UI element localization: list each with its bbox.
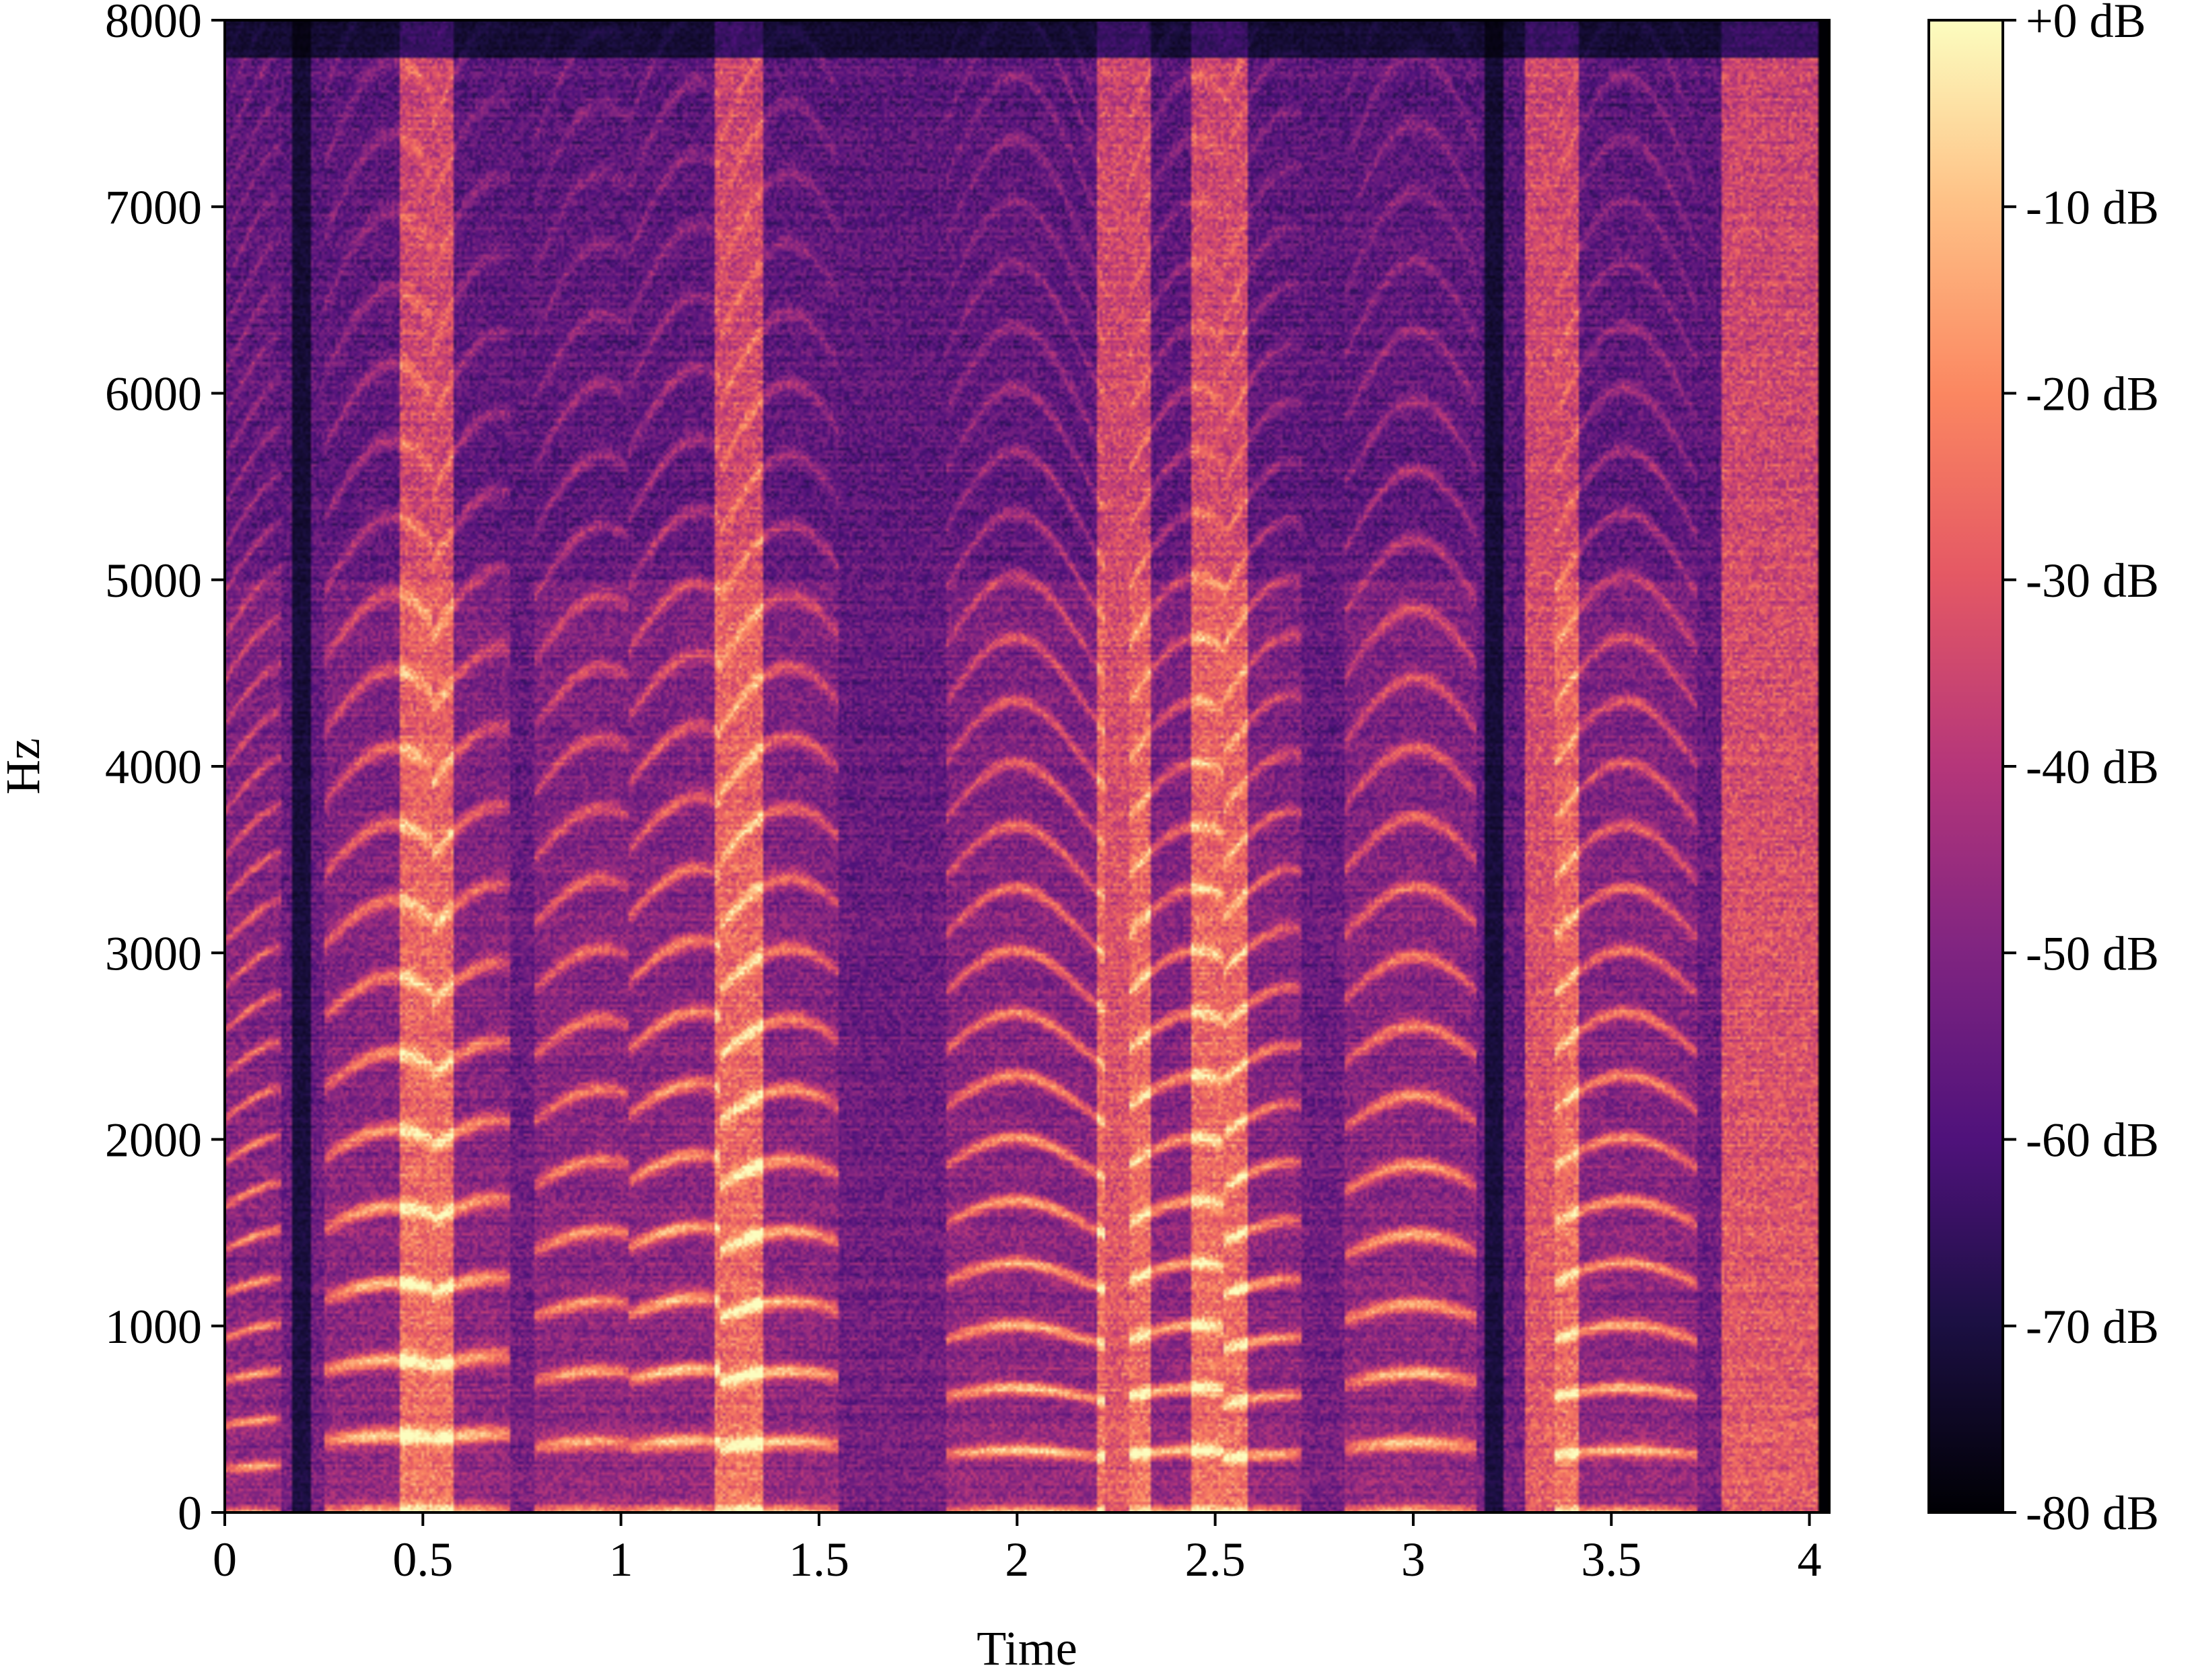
y-tick-label: 7000 [105, 180, 202, 234]
colorbar-tick-label: -70 dB [2026, 1300, 2159, 1354]
colorbar-tick-label: +0 dB [2026, 0, 2146, 48]
x-tick-label: 3 [1401, 1533, 1425, 1586]
colorbar-tick-label: -30 dB [2026, 554, 2159, 608]
colorbar-tick-label: -80 dB [2026, 1486, 2159, 1540]
y-tick-label: 6000 [105, 367, 202, 421]
colorbar-gradient [1929, 20, 2003, 1512]
colorbar-tick-label: -60 dB [2026, 1113, 2159, 1167]
x-tick-label: 2.5 [1185, 1533, 1246, 1586]
x-tick-label: 2 [1005, 1533, 1029, 1586]
y-tick-label: 1000 [105, 1300, 202, 1354]
colorbar-tick-label: -10 dB [2026, 180, 2159, 234]
colorbar-tick-label: -50 dB [2026, 926, 2159, 980]
x-tick-label: 4 [1798, 1533, 1822, 1586]
x-axis-label: Time [977, 1621, 1077, 1675]
y-tick-label: 4000 [105, 740, 202, 794]
x-tick-label: 0 [213, 1533, 237, 1586]
y-tick-label: 2000 [105, 1113, 202, 1167]
x-tick-label: 1.5 [789, 1533, 849, 1586]
spectrogram-image [225, 20, 1829, 1512]
y-axis-label: Hz [0, 738, 50, 795]
colorbar-ticks: +0 dB -10 dB -20 dB -30 dB -40 dB -50 dB -60 d… [2003, 0, 2159, 1540]
x-tick-label: 3.5 [1581, 1533, 1641, 1586]
colorbar-tick-label: -20 dB [2026, 367, 2159, 421]
y-tick-label: 3000 [105, 926, 202, 980]
y-tick-label: 0 [178, 1486, 202, 1540]
x-tick-label: 1 [609, 1533, 633, 1586]
plot-area [223, 19, 1831, 1514]
x-axis-ticks: 0 0.5 1 1.5 2 2.5 3 3.5 4 [213, 1512, 1822, 1586]
y-tick-label: 8000 [105, 0, 202, 48]
x-tick-label: 0.5 [392, 1533, 453, 1586]
y-axis-ticks: 0 1000 2000 3000 4000 5000 6000 7000 8000 [105, 0, 225, 1540]
colorbar-tick-label: -40 dB [2026, 740, 2159, 794]
y-tick-label: 5000 [105, 554, 202, 608]
colorbar: +0 dB -10 dB -20 dB -30 dB -40 dB -50 dB -60 d… [1927, 0, 2159, 1540]
